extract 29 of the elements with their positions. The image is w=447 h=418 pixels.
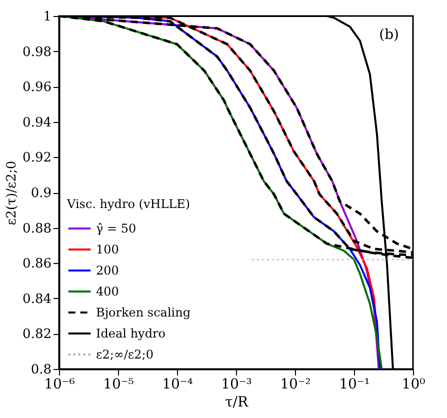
y-tick-label: 0.88 (22, 221, 52, 236)
y-tick-label: 0.98 (22, 44, 52, 60)
legend-label: γ̂ = 50 (96, 222, 136, 236)
y-tick-label: 0.84 (22, 292, 52, 307)
y-tick-label: 1 (43, 10, 52, 24)
legend-title: Visc. hydro (vHLLE) (66, 197, 190, 211)
x-tick-label: 10⁻³ (221, 376, 252, 392)
x-tick-label: 10⁻⁴ (162, 376, 194, 392)
x-tick-label: 10⁻¹ (339, 376, 370, 392)
y-tick-label: 0.82 (22, 327, 52, 342)
y-tick-label: 0.92 (22, 150, 52, 166)
legend-label: ε2;∞/ε2;0 (96, 348, 154, 362)
legend-label: Bjorken scaling (96, 306, 191, 320)
legend-label: 200 (96, 264, 119, 278)
legend-label: 400 (96, 284, 119, 298)
x-tick-label: 10⁰ (402, 376, 426, 392)
annotation: (b) (379, 27, 399, 43)
x-tick-label: 10⁻⁶ (44, 376, 76, 392)
x-tick-label: 10⁻⁵ (103, 376, 134, 392)
y-tick-label: 0.96 (22, 80, 52, 96)
y-tick-label: 0.86 (22, 256, 52, 272)
legend-label: Ideal hydro (96, 326, 166, 340)
y-tick-label: 0.8 (30, 362, 52, 378)
y-tick-label: 0.94 (22, 115, 52, 130)
x-axis-title: τ/R (224, 394, 248, 410)
y-tick-label: 0.9 (30, 186, 52, 201)
legend-label: 100 (96, 242, 119, 256)
y-axis-title: ε2(τ)/ε2;0 (4, 160, 20, 226)
x-tick-label: 10⁻² (280, 376, 311, 392)
